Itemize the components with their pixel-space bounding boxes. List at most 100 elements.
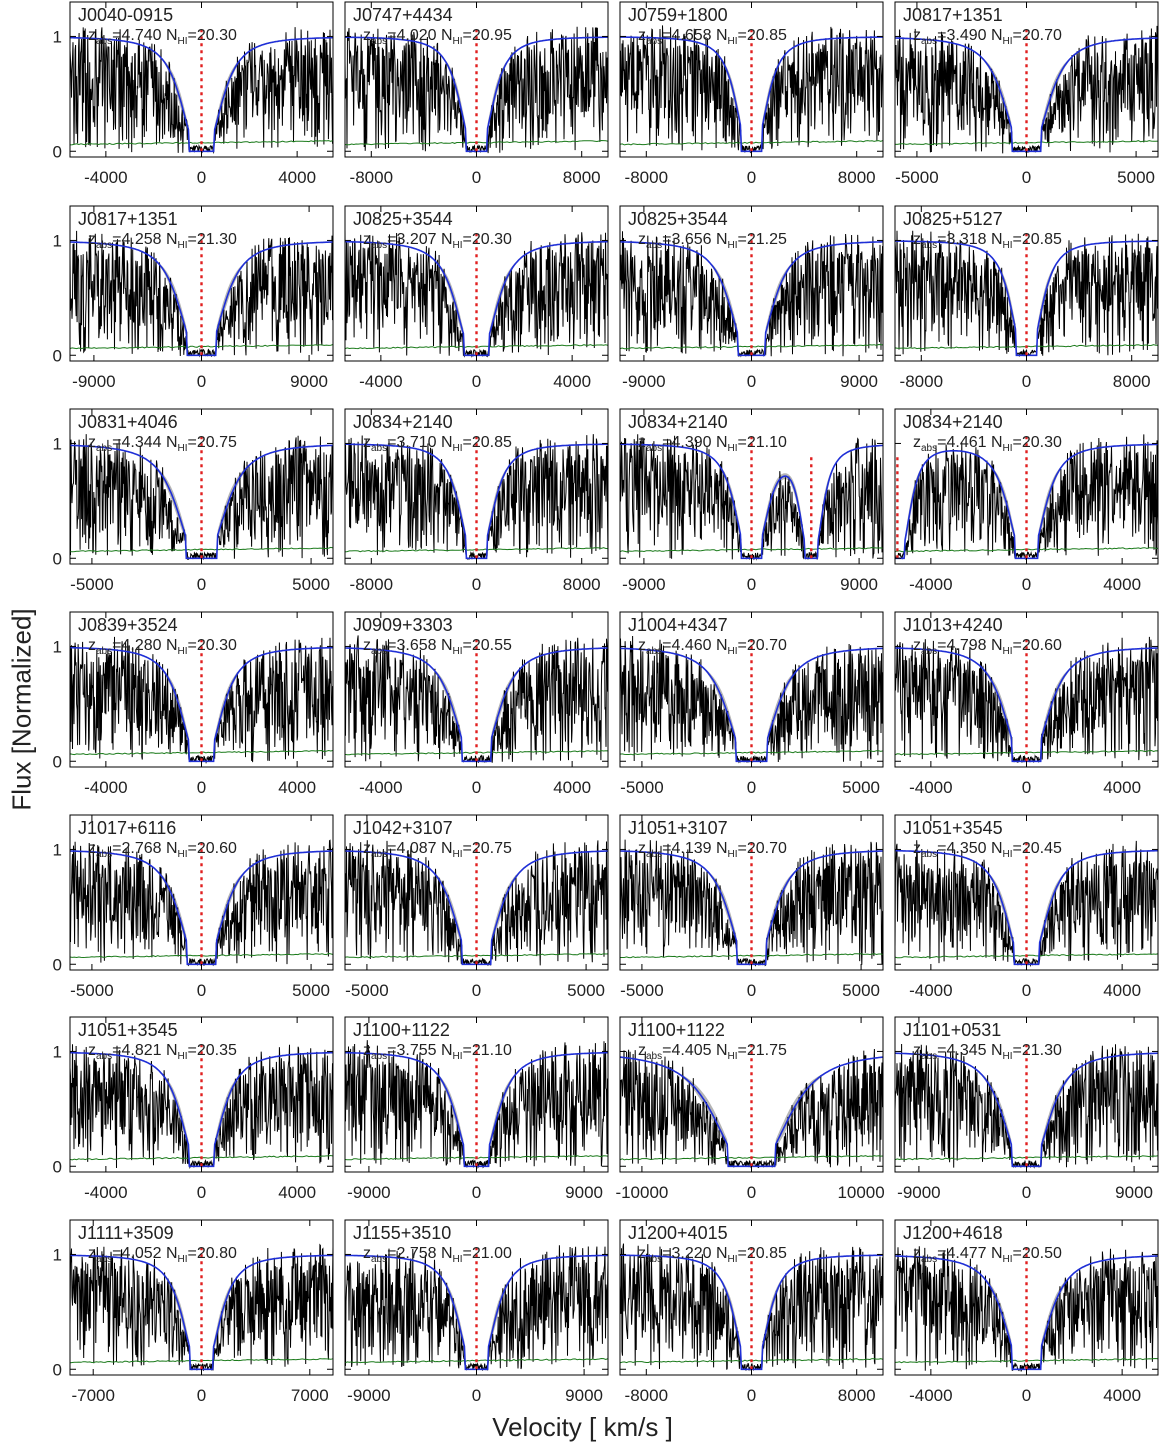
quasar-name: J0839+3524 [78,615,178,635]
quasar-name: J0825+5127 [903,209,1003,229]
x-tick-label: 5000 [842,778,880,797]
n-hi-value: =20.85 [738,1245,787,1262]
z-subscript: abs [646,443,662,454]
x-tick-label: -4000 [359,372,402,391]
z-abs-value: =4.344 [112,434,166,451]
n-subscript: HI [453,849,463,860]
x-tick-label: 4000 [1103,575,1141,594]
x-axis-label: Velocity [ km/s ] [492,1412,673,1442]
quasar-name: J1051+3545 [903,818,1003,838]
z-symbol: z [88,637,96,654]
x-tick-label: 0 [1022,575,1031,594]
z-symbol: z [913,637,921,654]
x-tick-label: -5000 [895,168,938,187]
quasar-name: J1101+0531 [903,1020,1001,1040]
z-subscript: abs [921,849,937,860]
n-symbol: N [716,231,728,248]
z-symbol: z [363,1042,371,1059]
x-tick-label: -9000 [897,1183,940,1202]
n-hi-value: =20.70 [1013,27,1062,44]
absorber-info: zabs=3.207 NHI=20.30 [363,231,512,251]
x-tick-label: 4000 [553,778,591,797]
x-tick-label: -8000 [625,168,668,187]
z-symbol: z [913,840,921,857]
quasar-name: J0834+2140 [903,412,1003,432]
absorber-info: zabs=4.477 NHI=20.50 [913,1245,1062,1265]
n-symbol: N [991,231,1003,248]
z-abs-value: =4.798 [937,637,991,654]
y-tick-label: 0 [53,1360,62,1379]
quasar-name: J0040-0915 [78,5,173,25]
z-symbol: z [88,840,96,857]
absorber-info: zabs=4.280 NHI=20.30 [88,637,237,657]
y-tick-label: 1 [53,1042,62,1061]
n-hi-value: =21.30 [1013,1042,1062,1059]
absorber-info: zabs=4.658 NHI=20.85 [638,27,787,47]
n-symbol: N [166,1245,178,1262]
x-tick-label: 0 [747,981,756,1000]
y-axis-label: Flux [Normalized] [6,608,37,811]
n-symbol: N [991,1245,1003,1262]
quasar-name: J0825+3544 [353,209,453,229]
x-tick-label: -5000 [345,981,388,1000]
quasar-name: J1200+4618 [903,1223,1003,1243]
absorber-info: zabs=4.344 NHI=20.75 [88,434,237,454]
observed-spectrum-line [620,231,883,358]
quasar-name: J0825+3544 [628,209,728,229]
absorber-info: zabs=4.461 NHI=20.30 [913,434,1062,454]
z-abs-value: =4.821 [112,1042,166,1059]
observed-spectrum-line [70,27,333,155]
n-subscript: HI [178,646,188,657]
x-tick-label: -8000 [350,575,393,594]
x-tick-label: 0 [747,575,756,594]
x-tick-label: -4000 [84,778,127,797]
z-subscript: abs [646,849,662,860]
z-symbol: z [363,434,371,451]
n-subscript: HI [178,36,188,47]
n-symbol: N [166,840,178,857]
n-symbol: N [166,434,178,451]
z-abs-value: =3.658 [387,637,441,654]
z-symbol: z [913,1245,921,1262]
n-symbol: N [441,434,453,451]
n-subscript: HI [728,849,738,860]
x-tick-label: -4000 [84,168,127,187]
absorber-info: zabs=4.087 NHI=20.75 [363,840,512,860]
x-tick-label: -4000 [909,981,952,1000]
y-tick-label: 0 [53,1157,62,1176]
z-abs-value: =3.207 [387,231,441,248]
z-subscript: abs [371,646,387,657]
z-abs-value: =3.318 [937,231,991,248]
absorber-info: zabs=2.758 NHI=21.00 [363,1245,512,1265]
z-abs-value: =4.258 [112,231,166,248]
absorber-info: zabs=4.460 NHI=20.70 [638,637,787,657]
z-symbol: z [363,1245,371,1262]
y-tick-label: 1 [53,27,62,46]
n-subscript: HI [728,646,738,657]
x-tick-label: -4000 [909,1386,952,1405]
x-tick-label: 0 [472,778,481,797]
n-subscript: HI [453,36,463,47]
n-symbol: N [166,1042,178,1059]
z-abs-value: =4.020 [387,27,441,44]
n-subscript: HI [1003,849,1013,860]
n-subscript: HI [1003,36,1013,47]
absorber-info: zabs=3.658 NHI=20.55 [363,637,512,657]
z-subscript: abs [96,1051,112,1062]
n-hi-value: =20.50 [1013,1245,1062,1262]
y-tick-label: 1 [53,434,62,453]
n-subscript: HI [1003,443,1013,454]
n-hi-value: =20.75 [188,434,237,451]
z-subscript: abs [96,240,112,251]
panel-plot-area [895,1043,1158,1169]
n-symbol: N [716,637,728,654]
z-subscript: abs [96,646,112,657]
